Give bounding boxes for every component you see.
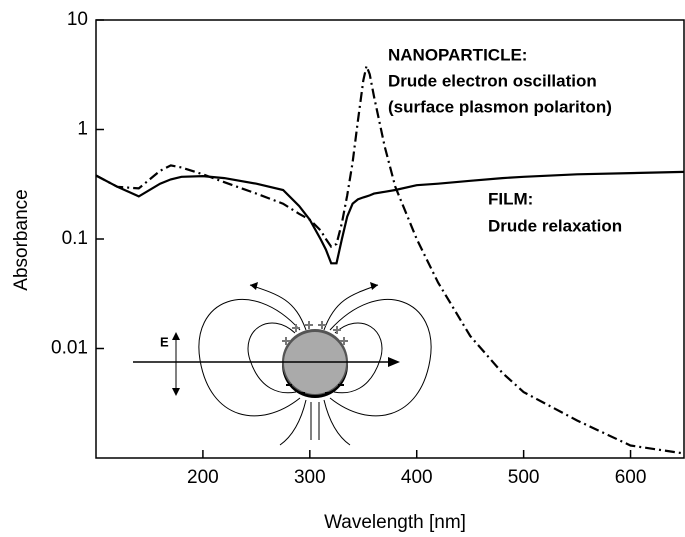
- inset-diagram: E: [133, 282, 432, 446]
- y-tick-label: 1: [77, 119, 88, 140]
- y-axis-label: Absorbance: [11, 189, 32, 290]
- x-axis-label: Wavelength [nm]: [324, 512, 466, 533]
- y-tick-label: 0.01: [51, 338, 88, 359]
- annotation: (surface plasmon polariton): [388, 97, 612, 116]
- y-tick-label: 10: [67, 9, 88, 30]
- series-line: [96, 170, 684, 265]
- x-tick-label: 400: [401, 467, 433, 488]
- annotation: Drude relaxation: [488, 216, 622, 235]
- x-tick-label: 500: [508, 467, 540, 488]
- y-tick-label: 0.1: [62, 228, 88, 249]
- x-tick-label: 200: [187, 467, 219, 488]
- x-tick-label: 300: [294, 467, 326, 488]
- annotation: E: [160, 334, 169, 349]
- annotation: NANOPARTICLE:: [388, 45, 527, 64]
- x-tick-label: 600: [615, 467, 647, 488]
- annotation: Drude electron oscillation: [388, 71, 597, 90]
- annotation: FILM:: [488, 189, 533, 208]
- series-line: [96, 62, 684, 455]
